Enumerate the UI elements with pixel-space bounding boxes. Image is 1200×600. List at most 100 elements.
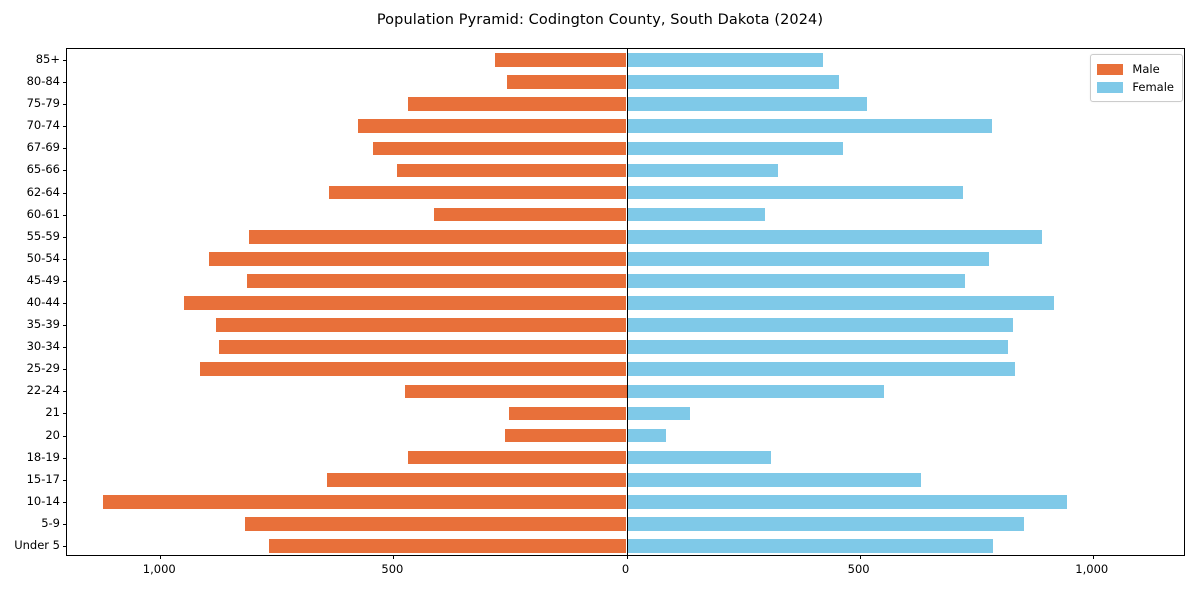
- y-axis-tick-label: 62-64: [26, 184, 60, 199]
- legend-swatch-male: [1097, 63, 1124, 75]
- y-axis-tick-mark: [63, 435, 67, 437]
- bar-row: [67, 207, 1184, 222]
- bar-female[interactable]: [626, 251, 990, 266]
- bar-male[interactable]: [507, 75, 627, 89]
- y-axis-tick-label: 60-61: [26, 206, 60, 221]
- bar-row: [67, 53, 1184, 67]
- bar-female[interactable]: [626, 296, 1055, 310]
- bar-male[interactable]: [184, 296, 627, 310]
- bar-female[interactable]: [626, 53, 824, 67]
- bar-male[interactable]: [405, 384, 627, 399]
- y-axis-tick-mark: [63, 303, 67, 304]
- legend-label-female: Female: [1132, 80, 1174, 94]
- bar-row: [67, 318, 1184, 332]
- bar-row: [67, 97, 1184, 112]
- y-axis-tick-mark: [63, 325, 67, 327]
- bar-male[interactable]: [244, 517, 627, 531]
- bar-male[interactable]: [269, 539, 627, 553]
- legend-item-male[interactable]: Male: [1097, 60, 1174, 78]
- y-axis-tick-label: 75-79: [26, 96, 60, 111]
- bar-male[interactable]: [407, 450, 627, 465]
- bar-row: [67, 494, 1184, 509]
- legend-swatch-female: [1097, 81, 1124, 93]
- bar-male[interactable]: [434, 207, 627, 222]
- y-axis-tick-label: 55-59: [26, 228, 60, 243]
- bar-row: [67, 384, 1184, 399]
- bar-male[interactable]: [208, 251, 627, 266]
- y-axis-tick-label: 20: [45, 427, 60, 442]
- bar-female[interactable]: [626, 163, 779, 178]
- y-axis-tick-mark: [63, 413, 67, 415]
- bar-male[interactable]: [373, 141, 627, 156]
- bar-female[interactable]: [626, 428, 667, 443]
- y-axis-tick-label: 80-84: [26, 74, 60, 89]
- bar-row: [67, 362, 1184, 377]
- y-axis-tick-mark: [63, 258, 67, 260]
- bar-male[interactable]: [247, 274, 627, 288]
- bar-male[interactable]: [495, 53, 627, 67]
- y-axis-tick-mark: [63, 126, 67, 128]
- bar-male[interactable]: [102, 494, 627, 509]
- bar-female[interactable]: [626, 384, 885, 399]
- bar-female[interactable]: [626, 141, 843, 156]
- legend-item-female[interactable]: Female: [1097, 78, 1174, 96]
- bar-female[interactable]: [626, 274, 965, 288]
- bar-female[interactable]: [626, 75, 839, 89]
- bar-female[interactable]: [626, 539, 993, 553]
- x-axis-tick-mark: [393, 555, 395, 559]
- bar-row: [67, 119, 1184, 134]
- bar-male[interactable]: [326, 472, 627, 487]
- bar-male[interactable]: [216, 318, 627, 332]
- y-axis-tick-label: Under 5: [14, 537, 60, 552]
- y-axis-tick-mark: [63, 170, 67, 172]
- legend-label-male: Male: [1132, 62, 1160, 76]
- bar-female[interactable]: [626, 119, 992, 134]
- bar-male[interactable]: [249, 229, 627, 244]
- bar-row: [67, 428, 1184, 443]
- bar-male[interactable]: [199, 362, 627, 377]
- y-axis-tick-mark: [63, 60, 67, 62]
- bar-female[interactable]: [626, 97, 868, 112]
- y-axis-tick-label: 30-34: [26, 339, 60, 354]
- bar-female[interactable]: [626, 406, 691, 421]
- y-axis-tick-mark: [63, 82, 67, 84]
- y-axis-tick-label: 10-14: [26, 493, 60, 508]
- bar-female[interactable]: [626, 229, 1043, 244]
- y-axis-tick-mark: [63, 104, 67, 106]
- y-axis-tick-label: 40-44: [26, 295, 60, 309]
- bar-male[interactable]: [397, 163, 627, 178]
- bar-female[interactable]: [626, 362, 1016, 377]
- y-axis-tick-label: 5-9: [41, 515, 60, 530]
- bar-female[interactable]: [626, 185, 964, 200]
- bar-female[interactable]: [626, 472, 922, 487]
- bars-layer: [67, 49, 1184, 555]
- bar-male[interactable]: [357, 119, 627, 134]
- bar-row: [67, 296, 1184, 310]
- bar-male[interactable]: [329, 185, 627, 200]
- y-axis-tick-label: 25-29: [26, 361, 60, 376]
- bar-female[interactable]: [626, 318, 1013, 332]
- bar-female[interactable]: [626, 207, 766, 222]
- bar-row: [67, 75, 1184, 89]
- bar-female[interactable]: [626, 450, 772, 465]
- bar-male[interactable]: [219, 340, 627, 354]
- x-axis-tick-label: 500: [847, 562, 870, 576]
- bar-male[interactable]: [408, 97, 627, 112]
- y-axis-tick-label: 35-39: [26, 317, 60, 332]
- y-axis-tick-mark: [63, 214, 67, 216]
- bar-female[interactable]: [626, 517, 1024, 531]
- y-axis-tick-mark: [63, 545, 67, 547]
- bar-row: [67, 251, 1184, 266]
- y-axis-tick-label: 50-54: [26, 250, 60, 265]
- bar-female[interactable]: [626, 494, 1068, 509]
- bar-male[interactable]: [509, 406, 627, 421]
- x-axis-tick-label: 0: [621, 562, 630, 576]
- y-axis-tick-label: 22-24: [26, 383, 60, 398]
- y-axis-tick-label: 67-69: [26, 140, 60, 155]
- y-axis-tick-label: 85+: [35, 52, 60, 67]
- x-axis-tick-label: 1,000: [1075, 562, 1109, 576]
- x-axis-tick-mark: [1092, 555, 1094, 559]
- y-axis-tick-mark: [63, 391, 67, 393]
- bar-male[interactable]: [505, 428, 627, 443]
- bar-female[interactable]: [626, 340, 1009, 354]
